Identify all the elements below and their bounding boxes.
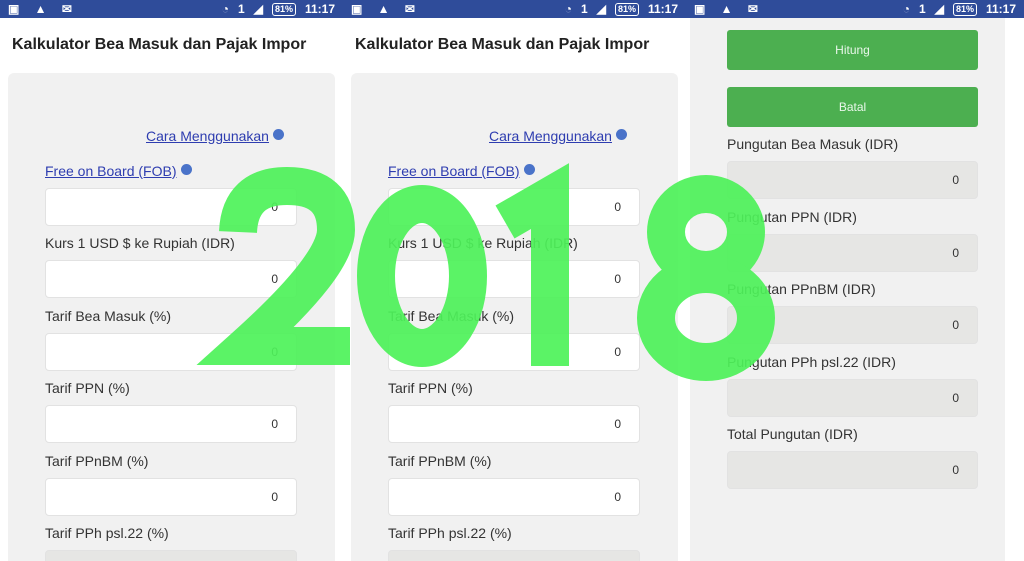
help-link[interactable]: Cara Menggunakan (489, 128, 627, 144)
sim-icon: 1 (919, 2, 926, 16)
signal-icon: ◢ (596, 2, 606, 16)
field-label: Tarif PPnBM (%) (45, 452, 149, 469)
result-output: 0 (727, 233, 978, 272)
field-input[interactable]: 0 (388, 332, 640, 371)
result-output: 0 (727, 306, 978, 344)
notification-icons: ▣ ▲ ✉ (8, 2, 78, 16)
screen-results: ▣ ▲ ✉ ◔ 1 ◢ 81% 11:17 Hitung Batal Pungut… (686, 0, 1024, 561)
field-label: Tarif PPh psl.22 (%) (45, 525, 169, 541)
result-label: Pungutan PPh psl.22 (IDR) (727, 353, 896, 370)
field-label: Kurs 1 USD $ ke Rupiah (IDR) (45, 235, 235, 251)
result-label: Pungutan PPN (IDR) (727, 208, 857, 225)
field-input[interactable]: 0 (45, 477, 297, 516)
wifi-icon: ◔ (221, 2, 230, 16)
fob-label[interactable]: Free on Board (FOB) (388, 163, 535, 179)
result-label: Total Pungutan (IDR) (727, 426, 858, 442)
info-icon (272, 129, 284, 140)
status-bar: ▣ ▲ ✉ ◔ 1 ◢ 81% 11:17 (0, 0, 343, 18)
signal-icon: ◢ (253, 2, 263, 16)
result-output: 0 (727, 161, 978, 199)
field-input[interactable]: 0 (388, 477, 640, 516)
field-input[interactable] (388, 550, 640, 561)
info-icon (523, 164, 535, 175)
cancel-button[interactable]: Batal (727, 87, 978, 127)
notification-icons: ▣ ▲ ✉ (694, 2, 764, 16)
field-label: Kurs 1 USD $ ke Rupiah (IDR) (388, 235, 578, 251)
fob-label[interactable]: Free on Board (FOB) (45, 163, 192, 179)
result-label: Pungutan PPnBM (IDR) (727, 281, 876, 297)
fob-label-text: Free on Board (FOB) (45, 163, 177, 179)
fob-input[interactable]: 0 (388, 188, 640, 226)
result-label: Pungutan Bea Masuk (IDR) (727, 136, 899, 152)
sim-icon: 1 (581, 2, 588, 16)
wifi-icon: ◔ (564, 2, 573, 16)
field-input[interactable]: 0 (45, 332, 297, 371)
signal-icon: ◢ (934, 2, 944, 16)
status-bar: ▣ ▲ ✉ ◔ 1 ◢ 81% 11:17 (686, 0, 1024, 18)
calculate-button[interactable]: Hitung (727, 30, 978, 70)
field-label: Tarif PPnBM (%) (388, 452, 492, 469)
battery-indicator: 81% (952, 2, 977, 16)
page-title: Kalkulator Bea Masuk dan Pajak Impor (355, 36, 650, 53)
sim-icon: 1 (238, 2, 245, 16)
field-input[interactable]: 0 (388, 260, 640, 298)
wifi-icon: ◔ (902, 2, 911, 16)
field-label: Tarif PPh psl.22 (%) (388, 525, 512, 541)
field-input[interactable]: 0 (45, 260, 297, 298)
field-input[interactable]: 0 (388, 405, 640, 443)
fob-input[interactable]: 0 (45, 188, 297, 226)
fob-label-text: Free on Board (FOB) (388, 163, 520, 179)
clock: 11:17 (985, 2, 1016, 16)
field-label: Tarif Bea Masuk (%) (45, 307, 172, 324)
screen-form-1: ▣ ▲ ✉ ◔ 1 ◢ 81% 11:17 Kalkulator Bea Masu… (0, 0, 343, 561)
clock: 11:17 (304, 2, 335, 16)
field-input[interactable] (45, 550, 297, 561)
battery-indicator: 81% (271, 2, 296, 16)
info-icon (615, 129, 627, 140)
help-link-label: Cara Menggunakan (146, 128, 269, 144)
page-title: Kalkulator Bea Masuk dan Pajak Impor (12, 36, 307, 53)
field-label: Tarif PPN (%) (388, 380, 473, 396)
help-link-label: Cara Menggunakan (489, 128, 612, 144)
result-output: 0 (727, 378, 978, 417)
status-bar: ▣ ▲ ✉ ◔ 1 ◢ 81% 11:17 (343, 0, 686, 18)
field-label: Tarif Bea Masuk (%) (388, 307, 515, 324)
clock: 11:17 (647, 2, 678, 16)
screen-form-2: ▣ ▲ ✉ ◔ 1 ◢ 81% 11:17 Kalkulator Bea Masu… (343, 0, 686, 561)
field-input[interactable]: 0 (45, 405, 297, 443)
notification-icons: ▣ ▲ ✉ (351, 2, 421, 16)
help-link[interactable]: Cara Menggunakan (146, 128, 284, 144)
info-icon (180, 164, 192, 175)
result-output: 0 (727, 451, 978, 489)
battery-indicator: 81% (614, 2, 639, 16)
field-label: Tarif PPN (%) (45, 380, 130, 396)
